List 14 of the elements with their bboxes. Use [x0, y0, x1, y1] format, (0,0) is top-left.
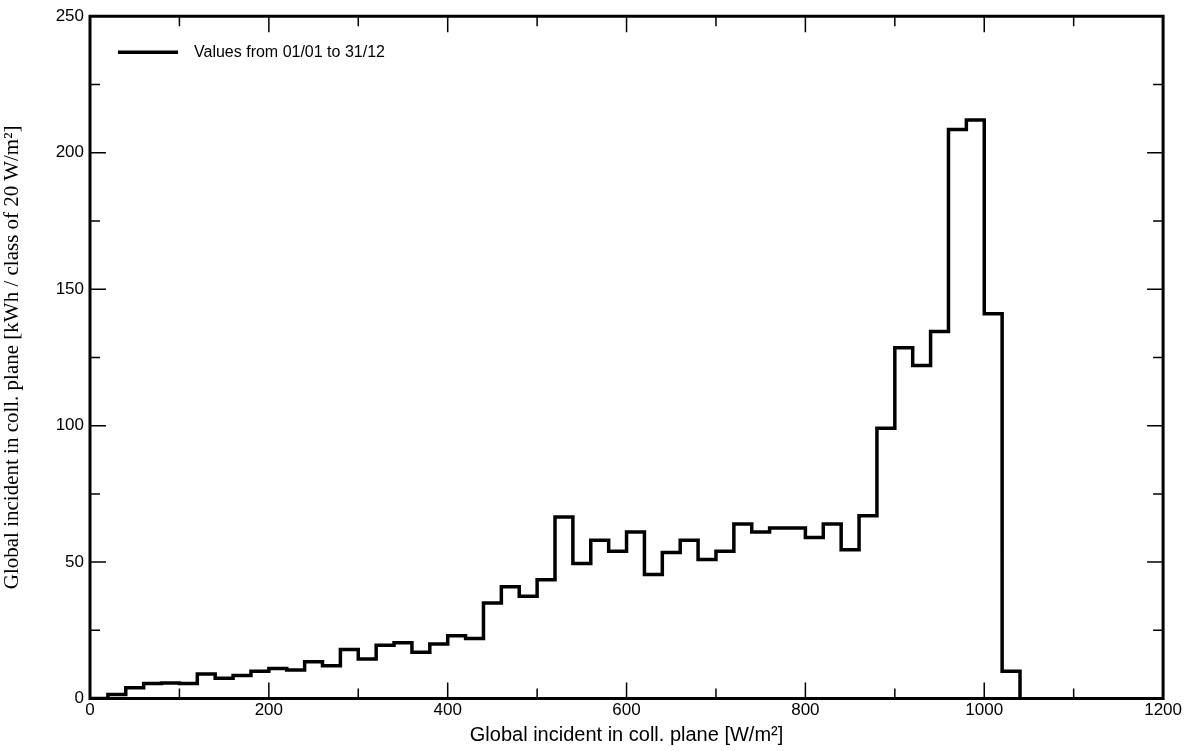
- y-tick-label: 100: [55, 415, 84, 435]
- x-tick-label: 800: [791, 700, 820, 720]
- x-tick-label: 1200: [1144, 700, 1182, 720]
- legend-label: Values from 01/01 to 31/12: [194, 42, 386, 60]
- y-tick-label: 150: [55, 278, 84, 298]
- y-tick-label: 250: [55, 5, 84, 25]
- y-axis-title: Global incident in coll. plane [kWh / class of 20 W/m²]: [0, 125, 24, 590]
- x-tick-label: 200: [254, 700, 284, 720]
- y-tick-label: 200: [55, 142, 84, 162]
- x-axis-title: Global incident in coll. plane [W/m²]: [469, 722, 784, 745]
- x-tick-label: 600: [612, 700, 641, 720]
- x-tick-label: 400: [433, 700, 462, 720]
- x-tick-label: 1000: [965, 700, 1004, 720]
- y-tick-label: 50: [65, 551, 84, 571]
